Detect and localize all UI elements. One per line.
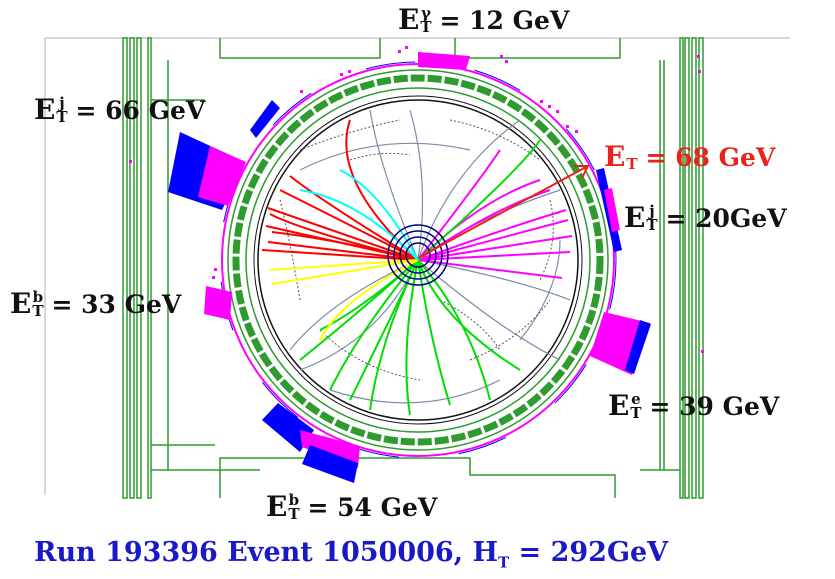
photon-et-value: = 12 GeV xyxy=(439,6,570,35)
bjet1-et-sup: b xyxy=(32,288,44,306)
jet2-et-sup: j xyxy=(649,202,655,220)
vertex-detector xyxy=(387,224,449,286)
bjet1-et-symbol: E xyxy=(10,287,32,320)
hit-clusters xyxy=(279,119,554,381)
met-symbol: E xyxy=(604,140,626,173)
outer-detector-frame xyxy=(44,37,790,499)
jet1-et-value: = 66 GeV xyxy=(75,96,206,125)
met-sub: T xyxy=(626,155,638,173)
electron-et-sub: T xyxy=(630,404,642,422)
hit-marks xyxy=(129,46,704,353)
electron-et-sup: e xyxy=(631,390,641,408)
met-label: E T = 68 GeV xyxy=(604,143,775,173)
jet1-et-symbol: E xyxy=(34,93,56,126)
event-caption: Run 193396 Event 1050006, HT = 292GeV xyxy=(34,537,668,571)
bjet2-et-symbol: E xyxy=(266,490,288,523)
jet2-et-value: = 20GeV xyxy=(665,204,787,233)
met-value: = 68 GeV xyxy=(645,143,776,172)
soft-tracks xyxy=(269,169,419,341)
bjet-tracks xyxy=(299,139,541,416)
bjet1-et-sub: T xyxy=(32,302,44,320)
jet1-et-sub: T xyxy=(56,108,68,126)
bjet2-et-sub: T xyxy=(288,505,300,523)
photon-et-sub: T xyxy=(420,18,432,36)
electron-tracks xyxy=(417,149,573,279)
caption-text: Run 193396 Event 1050006, H xyxy=(34,537,498,568)
energy-towers xyxy=(168,52,651,483)
photon-et-symbol: E xyxy=(398,3,420,36)
electron-et-value: = 39 GeV xyxy=(649,392,780,421)
bjet2-et-sup: b xyxy=(288,491,300,509)
jet1-et-sup: j xyxy=(59,94,65,112)
photon-et-sup: γ xyxy=(420,4,431,22)
met-indices: T xyxy=(626,144,638,173)
caption-sub: T xyxy=(497,553,510,572)
caption-value: = 292GeV xyxy=(509,537,669,568)
bjet2-et-value: = 54 GeV xyxy=(307,493,438,522)
met-arrow xyxy=(417,165,590,259)
jet2-et-sub: T xyxy=(646,216,658,234)
calorimeter-ring xyxy=(219,61,617,459)
bjet1-et-value: = 33 GeV xyxy=(51,290,182,319)
jet2-et-symbol: E xyxy=(624,201,646,234)
electron-et-symbol: E xyxy=(608,389,630,422)
